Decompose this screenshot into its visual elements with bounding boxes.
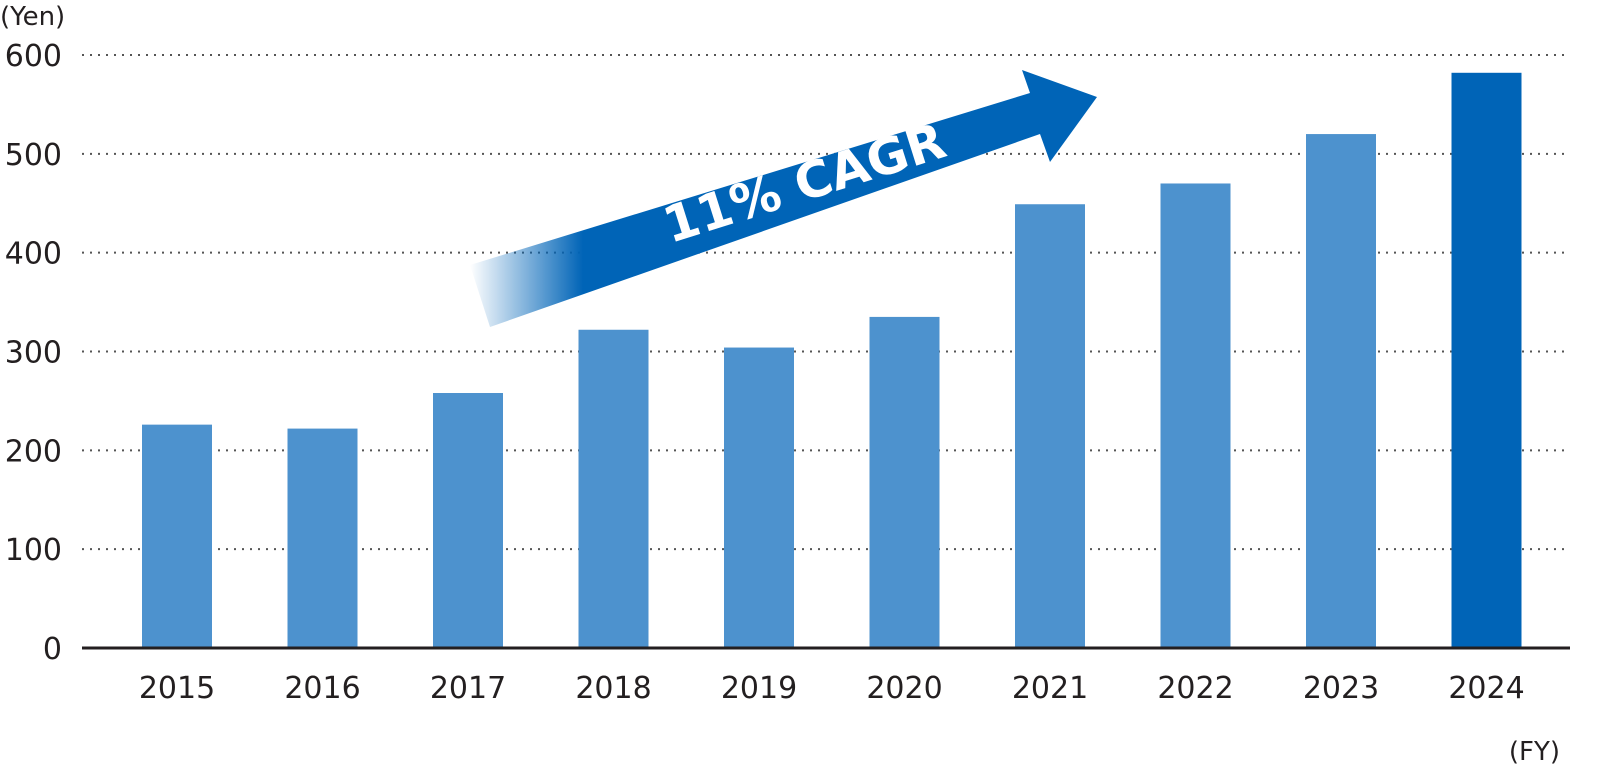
y-tick-label: 500 (5, 138, 62, 173)
cagr-arrow-shape (470, 70, 1097, 327)
y-tick-label: 100 (5, 533, 62, 568)
bar-2021 (1015, 204, 1085, 648)
y-tick-label: 200 (5, 434, 62, 469)
bar-2019 (724, 347, 794, 648)
bar-2024 (1451, 72, 1522, 649)
x-tick-label: 2021 (1012, 671, 1088, 706)
y-axis-ticks: 0 100 200 300 400 500 600 (5, 39, 62, 667)
bar-2017 (433, 393, 503, 648)
bar-2018 (578, 329, 649, 648)
y-tick-label: 400 (5, 237, 62, 272)
y-tick-label: 300 (5, 336, 62, 371)
x-tick-label: 2018 (575, 671, 651, 706)
x-tick-label: 2024 (1448, 671, 1524, 706)
y-tick-label: 0 (43, 632, 62, 667)
x-tick-label: 2015 (139, 671, 215, 706)
x-tick-label: 2022 (1157, 671, 1233, 706)
x-axis-ticks: 2015 2016 2017 2018 2019 2020 2021 2022 2023 2024 (139, 671, 1525, 706)
cagr-label: 11% CAGR (656, 112, 952, 255)
bar-2020 (869, 316, 940, 648)
x-tick-label: 2019 (721, 671, 797, 706)
bar-2016 (287, 428, 358, 648)
cagr-arrow: 11% CAGR (470, 70, 1097, 327)
y-unit-label: (Yen) (0, 2, 65, 32)
y-tick-label: 600 (5, 39, 62, 74)
x-tick-label: 2020 (866, 671, 942, 706)
x-tick-label: 2023 (1303, 671, 1379, 706)
bar-2015 (142, 424, 212, 648)
bar-2023 (1306, 134, 1376, 649)
x-tick-label: 2016 (284, 671, 360, 706)
x-tick-label: 2017 (430, 671, 506, 706)
bar-2022 (1160, 183, 1231, 648)
x-unit-label: (FY) (1509, 737, 1560, 767)
bars (142, 72, 1522, 649)
